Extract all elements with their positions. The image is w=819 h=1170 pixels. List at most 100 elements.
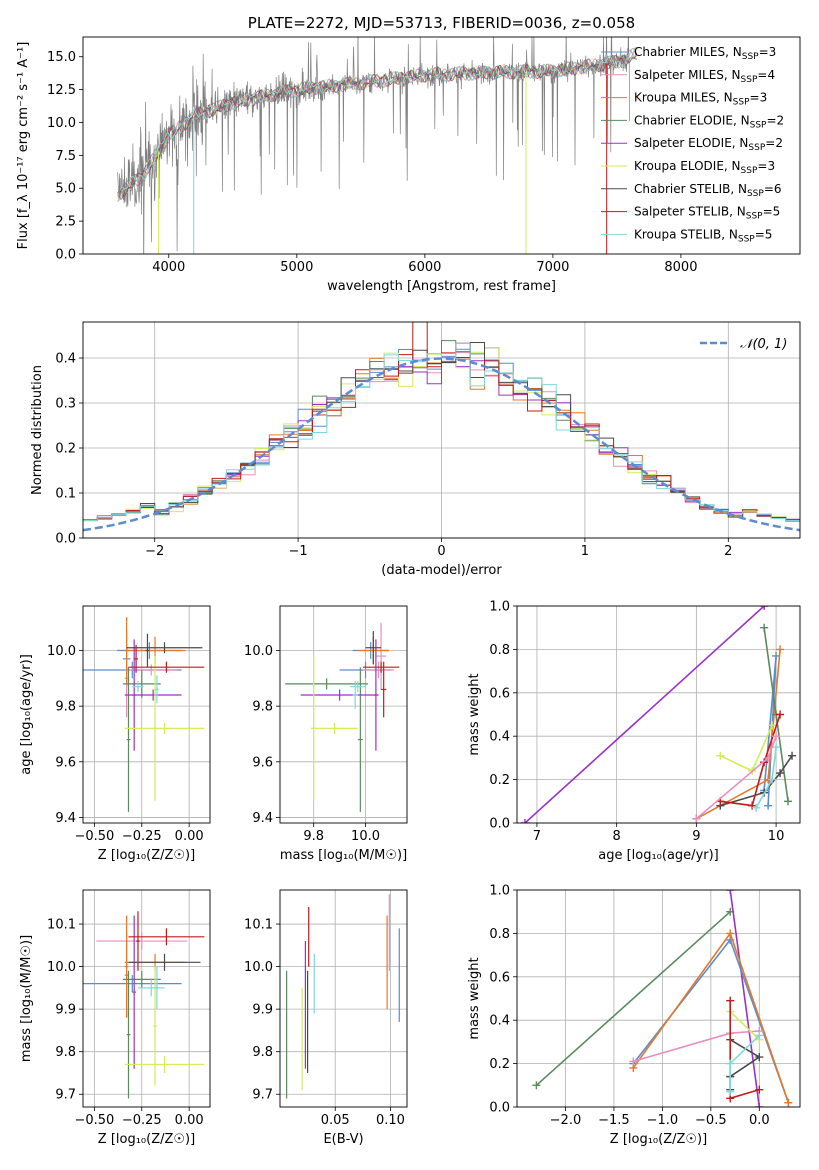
x-tick-label: 0.00 [175, 1113, 204, 1128]
data-point-marker [755, 1031, 764, 1040]
x-tick-label: −0.5 [695, 1113, 727, 1128]
axes-frame [279, 889, 408, 1108]
x-tick-label: 6000 [408, 260, 441, 275]
y-axis-label: mass weight [467, 673, 482, 755]
x-tick-label: −0.50 [74, 829, 114, 844]
legend-label: Kroupa ELODIE, NSSP=3 [634, 159, 775, 176]
legend-label: Chabrier ELODIE, NSSP=2 [634, 113, 784, 130]
axes-age-vs-mass: 9.8 10.0 9.4 9.6 9.8 10.0 mass [log₁₀(M/M☉)] [244, 606, 407, 863]
series-line [535, 911, 731, 1086]
y-tick-label: 0.0 [55, 532, 76, 547]
x-tick-label: −2.0 [550, 1113, 582, 1128]
chart-title: PLATE=2272, MJD=53713, FIBERID=0036, z=0… [248, 14, 635, 32]
y-tick-label: 0.8 [489, 643, 510, 658]
x-tick-label: −2 [145, 544, 164, 559]
legend-label: Salpeter MILES, NSSP=4 [634, 68, 775, 85]
data-point-marker [752, 803, 761, 812]
x-tick-label: 9 [692, 829, 700, 844]
plot-area-spectrum [117, 37, 638, 254]
data-point-marker [768, 775, 777, 784]
x-tick-label: 8000 [664, 260, 697, 275]
y-tick-label: 2.5 [55, 215, 76, 230]
x-tick-label: −1.5 [598, 1113, 630, 1128]
plot-area-residuals [83, 322, 800, 538]
y-tick-label: 9.8 [252, 1045, 273, 1060]
data-point-marker [692, 814, 701, 823]
axes-frame [82, 321, 801, 539]
series-line [524, 606, 765, 823]
y-tick-label: 1.0 [489, 600, 510, 615]
legend-label: Salpeter ELODIE, NSSP=2 [634, 136, 783, 153]
data-point-marker [776, 645, 785, 654]
y-tick-label: 9.6 [252, 755, 273, 770]
x-axis-label: wavelength [Angstrom, rest frame] [327, 279, 556, 294]
data-point-marker [768, 721, 777, 730]
normal-curve [83, 357, 800, 532]
x-tick-label: −1 [289, 544, 308, 559]
histogram-series [83, 342, 800, 538]
data-point-marker [764, 801, 773, 810]
data-point-marker [726, 1087, 735, 1096]
y-tick-label: 0.8 [489, 927, 510, 942]
y-tick-label: 9.4 [252, 811, 273, 826]
y-tick-label: 9.7 [252, 1088, 273, 1103]
series-line [729, 1010, 760, 1041]
y-tick-label: 0.2 [489, 773, 510, 788]
y-tick-label: 9.9 [55, 1003, 76, 1018]
legend-label: Chabrier MILES, NSSP=3 [634, 45, 776, 62]
plot-area-mass-weight-vs-Z [532, 890, 793, 1107]
x-tick-label: −0.25 [122, 829, 162, 844]
legend-label: Chabrier STELIB, NSSP=6 [634, 182, 782, 199]
axes-frame [516, 605, 801, 824]
data-point-marker [755, 1085, 764, 1094]
legend-label: Kroupa STELIB, NSSP=5 [634, 227, 772, 244]
plot-area-age-vs-mass [285, 622, 400, 812]
y-tick-label: 9.7 [55, 1088, 76, 1103]
axes-spectrum: 4000 5000 6000 7000 8000 0.0 2.5 5.0 7.5 10.0 12.5… [16, 42, 697, 294]
data-point-marker [755, 1103, 764, 1107]
series-line [729, 1039, 761, 1090]
x-tick-label: 0.10 [376, 1113, 405, 1128]
y-tick-label: 9.9 [252, 1003, 273, 1018]
y-tick-label: 9.6 [55, 755, 76, 770]
y-tick-label: 10.0 [244, 644, 273, 659]
y-tick-label: 10.1 [244, 918, 273, 933]
x-tick-label: 10.0 [351, 829, 380, 844]
y-tick-label: 0.0 [489, 817, 510, 832]
data-point-marker [776, 769, 785, 778]
y-tick-label: 5.0 [55, 182, 76, 197]
y-tick-label: 7.5 [55, 149, 76, 164]
x-tick-label: 9.8 [303, 829, 324, 844]
plot-area-age-vs-Z [83, 617, 205, 812]
axes-frame [82, 605, 211, 824]
data-point-marker [532, 1081, 541, 1090]
data-point-marker [520, 819, 529, 823]
y-tick-label: 0.3 [55, 397, 76, 412]
spectrum-data-line [117, 37, 630, 254]
x-tick-label: 0.05 [321, 1113, 350, 1128]
x-axis-label: age [log₁₀(age/yr)] [598, 848, 719, 863]
y-tick-label: 9.4 [55, 811, 76, 826]
x-axis-label: Z [log₁₀(Z/Z☉)] [610, 1132, 707, 1147]
x-tick-label: 7000 [536, 260, 569, 275]
x-tick-label: 0.0 [749, 1113, 770, 1128]
y-tick-label: 12.5 [47, 83, 76, 98]
data-point-marker [716, 751, 725, 760]
axes-frame [279, 605, 408, 824]
data-point-marker [726, 929, 735, 938]
y-tick-label: 9.8 [55, 1045, 76, 1060]
x-tick-label: 1 [581, 544, 589, 559]
y-tick-label: 10.0 [47, 116, 76, 131]
axes-mass-vs-Z: −0.50 −0.25 0.00 9.7 9.8 9.9 10.0 10.1 Z [log₁₀(… [19, 890, 210, 1147]
data-point-marker [755, 1053, 764, 1062]
data-point-marker [772, 732, 781, 741]
y-tick-label: 0.0 [489, 1101, 510, 1116]
x-axis-label: Z [log₁₀(Z/Z☉)] [98, 848, 195, 863]
model-line [117, 52, 638, 200]
x-axis-label: Z [log₁₀(Z/Z☉)] [98, 1132, 195, 1147]
y-tick-label: 0.4 [489, 1014, 510, 1029]
axes-age-vs-Z: −0.50 −0.25 0.00 9.4 9.6 9.8 10.0 Z [log₁₀(Z/Z☉… [19, 606, 210, 863]
y-axis-label: mass [log₁₀(M/M☉)] [19, 935, 34, 1062]
y-tick-label: 15.0 [47, 50, 76, 65]
